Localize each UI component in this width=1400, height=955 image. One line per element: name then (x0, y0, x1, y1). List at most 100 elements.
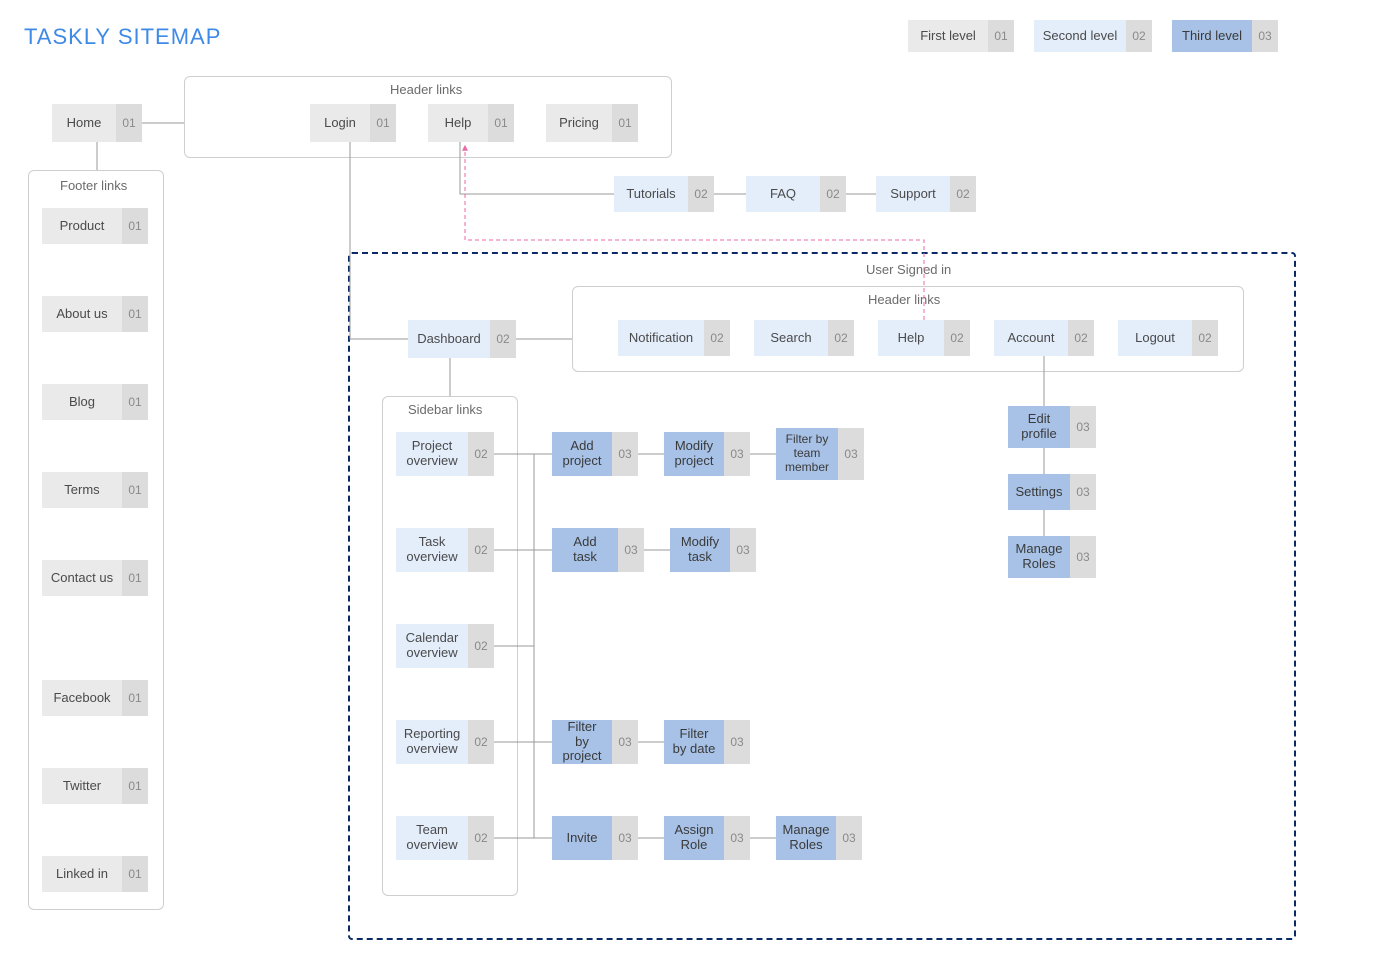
node-login-label: Login (310, 104, 370, 142)
node-proj-overview-num: 02 (468, 432, 494, 476)
node-support-num: 02 (950, 176, 976, 212)
legend-second-num: 02 (1126, 20, 1152, 52)
node-notification: Notification02 (618, 320, 730, 356)
node-modify-project-num: 03 (724, 432, 750, 476)
legend-third: Third level 03 (1172, 20, 1278, 52)
legend-second-label: Second level (1034, 20, 1126, 52)
node-settings-num: 03 (1070, 474, 1096, 510)
node-settings: Settings03 (1008, 474, 1096, 510)
legend-first-num: 01 (988, 20, 1014, 52)
node-dashboard: Dashboard 02 (408, 320, 516, 358)
node-blog-num: 01 (122, 384, 148, 420)
frame-footer-links-title: Footer links (60, 178, 127, 193)
frame-sidebar-links-title: Sidebar links (408, 402, 482, 417)
node-account-label: Account (994, 320, 1068, 356)
node-logout-label: Logout (1118, 320, 1192, 356)
node-help-label: Help (428, 104, 488, 142)
node-linkedin-num: 01 (122, 856, 148, 892)
node-support: Support 02 (876, 176, 976, 212)
node-about-num: 01 (122, 296, 148, 332)
node-contact-label: Contact us (42, 560, 122, 596)
node-blog-label: Blog (42, 384, 122, 420)
node-twitter-num: 01 (122, 768, 148, 804)
node-add-project-num: 03 (612, 432, 638, 476)
node-team-overview-num: 02 (468, 816, 494, 860)
node-modify-task: Modify task03 (670, 528, 756, 572)
node-add-task-num: 03 (618, 528, 644, 572)
node-edit-profile: Edit profile03 (1008, 406, 1096, 448)
node-help2: Help02 (878, 320, 970, 356)
node-about: About us01 (42, 296, 148, 332)
node-cal-overview-label: Calendar overview (396, 624, 468, 668)
node-proj-overview: Project overview02 (396, 432, 494, 476)
node-add-task: Add task03 (552, 528, 644, 572)
node-product-label: Product (42, 208, 122, 244)
node-manage-roles-b-num: 03 (836, 816, 862, 860)
node-tutorials: Tutorials 02 (614, 176, 714, 212)
node-filter-project-num: 03 (612, 720, 638, 764)
node-modify-task-num: 03 (730, 528, 756, 572)
node-filter-team: Filter by team member03 (776, 428, 864, 480)
node-team-overview-label: Team overview (396, 816, 468, 860)
node-logout-num: 02 (1192, 320, 1218, 356)
node-modify-project: Modify project03 (664, 432, 750, 476)
node-filter-team-label: Filter by team member (776, 428, 838, 480)
node-notification-label: Notification (618, 320, 704, 356)
node-account-num: 02 (1068, 320, 1094, 356)
node-modify-task-label: Modify task (670, 528, 730, 572)
node-support-label: Support (876, 176, 950, 212)
node-terms-label: Terms (42, 472, 122, 508)
node-dashboard-label: Dashboard (408, 320, 490, 358)
node-twitter: Twitter01 (42, 768, 148, 804)
legend-third-label: Third level (1172, 20, 1252, 52)
node-manage-roles-a-label: Manage Roles (1008, 536, 1070, 578)
node-about-label: About us (42, 296, 122, 332)
node-manage-roles-b: Manage Roles03 (776, 816, 862, 860)
node-assign-role: Assign Role03 (664, 816, 750, 860)
node-facebook: Facebook01 (42, 680, 148, 716)
frame-signed-header-links-title: Header links (868, 292, 940, 307)
frame-header-links-title: Header links (390, 82, 462, 97)
node-filter-project-label: Filter by project (552, 720, 612, 764)
node-tutorials-num: 02 (688, 176, 714, 212)
node-search-label: Search (754, 320, 828, 356)
node-search: Search02 (754, 320, 854, 356)
node-faq-label: FAQ (746, 176, 820, 212)
node-blog: Blog01 (42, 384, 148, 420)
node-product-num: 01 (122, 208, 148, 244)
node-rep-overview-label: Reporting overview (396, 720, 468, 764)
node-home: Home 01 (52, 104, 142, 142)
node-team-overview: Team overview02 (396, 816, 494, 860)
node-filter-date-label: Filter by date (664, 720, 724, 764)
node-notification-num: 02 (704, 320, 730, 356)
node-add-project-label: Add project (552, 432, 612, 476)
node-filter-date: Filter by date03 (664, 720, 750, 764)
node-add-project: Add project03 (552, 432, 638, 476)
node-contact-num: 01 (122, 560, 148, 596)
node-help: Help 01 (428, 104, 514, 142)
node-linkedin-label: Linked in (42, 856, 122, 892)
node-facebook-label: Facebook (42, 680, 122, 716)
node-terms-num: 01 (122, 472, 148, 508)
node-invite: Invite03 (552, 816, 638, 860)
node-tutorials-label: Tutorials (614, 176, 688, 212)
node-edit-profile-num: 03 (1070, 406, 1096, 448)
legend-third-num: 03 (1252, 20, 1278, 52)
node-faq: FAQ 02 (746, 176, 846, 212)
legend-first-label: First level (908, 20, 988, 52)
node-terms: Terms01 (42, 472, 148, 508)
node-assign-role-label: Assign Role (664, 816, 724, 860)
node-rep-overview: Reporting overview02 (396, 720, 494, 764)
node-rep-overview-num: 02 (468, 720, 494, 764)
node-manage-roles-a: Manage Roles03 (1008, 536, 1096, 578)
node-help2-num: 02 (944, 320, 970, 356)
node-filter-project: Filter by project03 (552, 720, 638, 764)
node-pricing-label: Pricing (546, 104, 612, 142)
node-product: Product01 (42, 208, 148, 244)
node-pricing-num: 01 (612, 104, 638, 142)
node-login-num: 01 (370, 104, 396, 142)
node-assign-role-num: 03 (724, 816, 750, 860)
node-cal-overview: Calendar overview02 (396, 624, 494, 668)
node-linkedin: Linked in01 (42, 856, 148, 892)
node-twitter-label: Twitter (42, 768, 122, 804)
